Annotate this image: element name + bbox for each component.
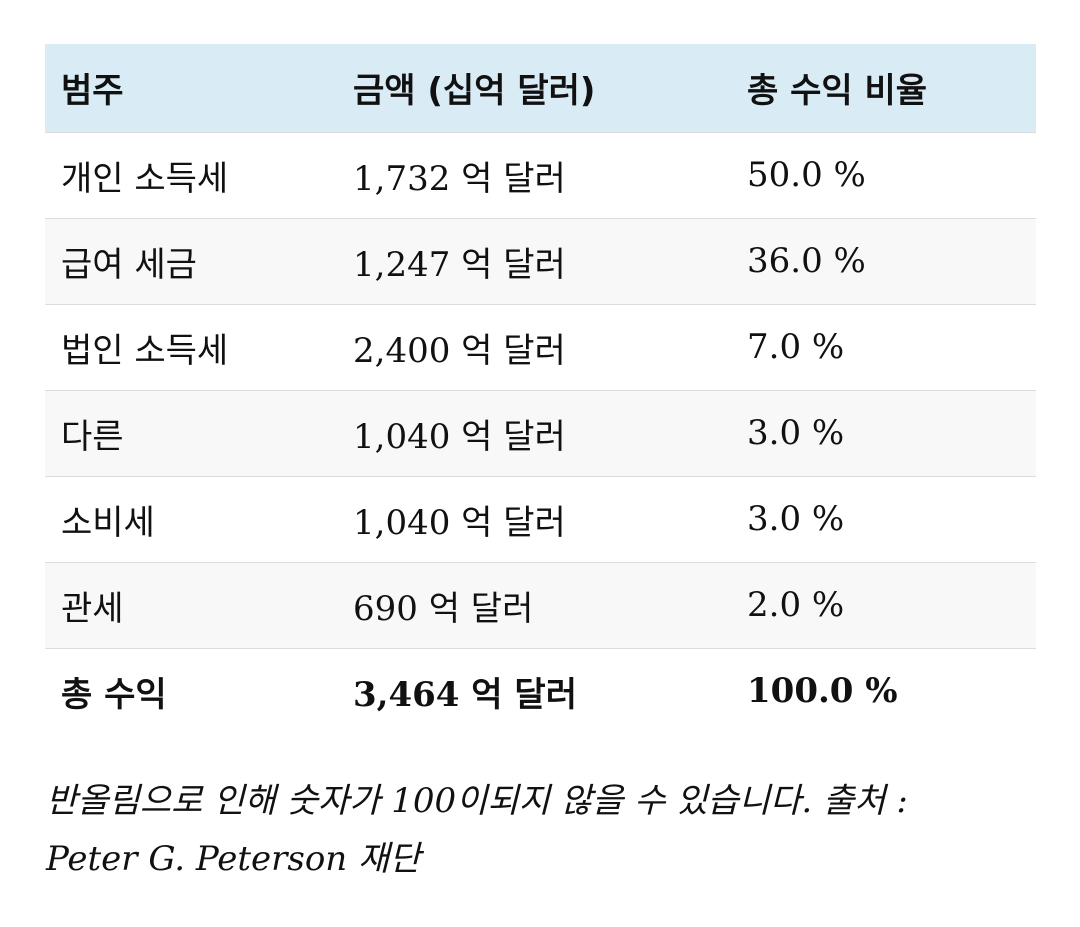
- cell-amount: 1,040 억 달러: [353, 416, 566, 457]
- table-row: 소비세 1,040 억 달러 3.0 %: [45, 476, 1036, 562]
- cell-amount: 1,247 억 달러: [353, 244, 566, 285]
- header-category: 범주: [61, 71, 124, 112]
- cell-amount: 2,400 억 달러: [353, 330, 566, 371]
- cell-amount: 690 억 달러: [353, 588, 534, 629]
- cell-category: 관세: [61, 588, 124, 629]
- cell-category: 법인 소득세: [61, 330, 229, 371]
- header-percent: 총 수익 비율: [747, 71, 928, 112]
- cell-percent: 3.0 %: [747, 413, 845, 453]
- header-amount: 금액 (십억 달러): [353, 71, 596, 112]
- cell-percent: 50.0 %: [747, 155, 866, 195]
- footnote-line-2: Peter G. Peterson 재단: [46, 839, 421, 879]
- table-row: 다른 1,040 억 달러 3.0 %: [45, 390, 1036, 476]
- cell-category: 소비세: [61, 502, 155, 543]
- revenue-table: 범주 금액 (십억 달러) 총 수익 비율 개인 소득세 1,732 억 달러 …: [45, 44, 1036, 734]
- cell-percent: 7.0 %: [747, 327, 845, 367]
- table-total-row: 총 수익 3,464 억 달러 100.0 %: [45, 648, 1036, 734]
- cell-percent: 3.0 %: [747, 499, 845, 539]
- total-category: 총 수익: [61, 674, 167, 715]
- table-row: 법인 소득세 2,400 억 달러 7.0 %: [45, 304, 1036, 390]
- table-row: 관세 690 억 달러 2.0 %: [45, 562, 1036, 648]
- table-row: 급여 세금 1,247 억 달러 36.0 %: [45, 218, 1036, 304]
- footnote: 반올림으로 인해 숫자가 100이되지 않을 수 있습니다. 출처 : Pete…: [46, 772, 1046, 888]
- table-header-row: 범주 금액 (십억 달러) 총 수익 비율: [45, 44, 1036, 132]
- cell-amount: 1,040 억 달러: [353, 502, 566, 543]
- cell-percent: 2.0 %: [747, 585, 845, 625]
- cell-percent: 36.0 %: [747, 241, 866, 281]
- cell-amount: 1,732 억 달러: [353, 158, 566, 199]
- table-row: 개인 소득세 1,732 억 달러 50.0 %: [45, 132, 1036, 218]
- total-amount: 3,464 억 달러: [353, 674, 577, 715]
- cell-category: 개인 소득세: [61, 158, 229, 199]
- footnote-line-1: 반올림으로 인해 숫자가 100이되지 않을 수 있습니다. 출처 :: [46, 781, 908, 821]
- cell-category: 급여 세금: [61, 244, 197, 285]
- total-percent: 100.0 %: [747, 671, 898, 712]
- cell-category: 다른: [61, 416, 124, 457]
